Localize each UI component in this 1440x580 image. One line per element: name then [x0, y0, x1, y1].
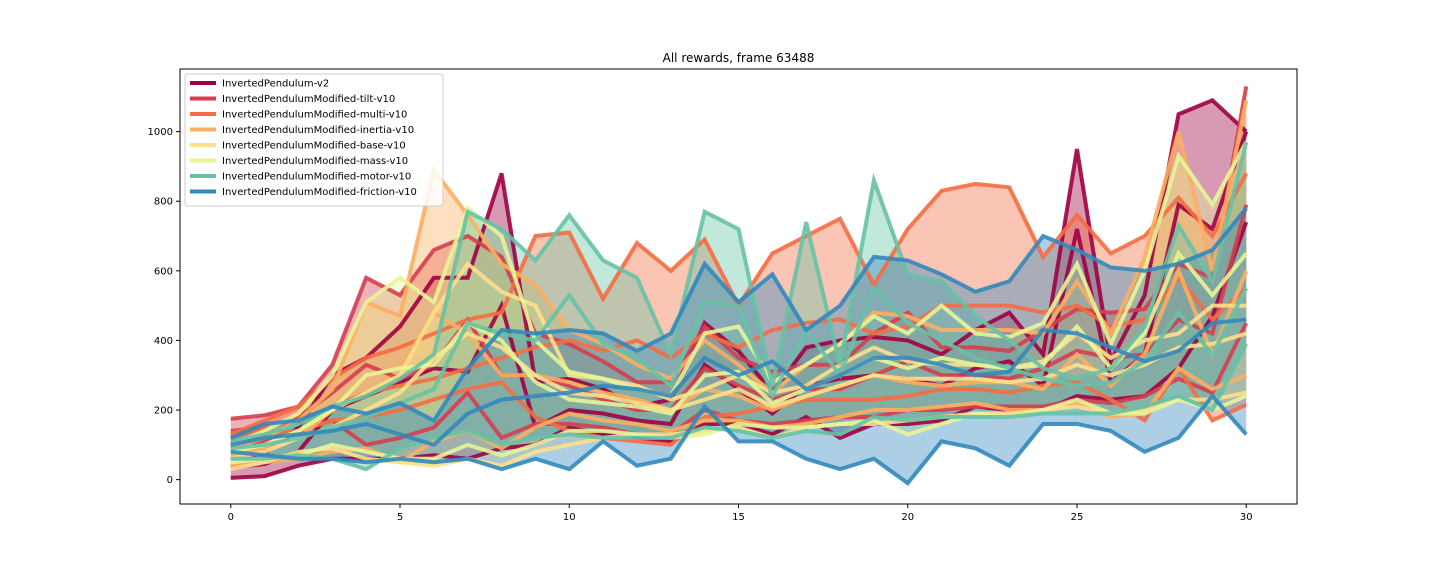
line-series-7-upper: [230, 206, 1248, 440]
line-series-2-mean: [230, 274, 1248, 440]
chart-title: All rewards, frame 63488: [663, 51, 815, 65]
x-tick-label: 5: [397, 512, 403, 523]
legend-label: InvertedPendulumModified-motor-v10: [222, 172, 411, 183]
line-series-4-mean: [230, 331, 1247, 461]
legend-label: InvertedPendulumModified-multi-v10: [222, 110, 407, 121]
line-series-1-upper: [230, 86, 1249, 421]
x-tick-label: 15: [732, 512, 745, 523]
series-line-layer: [230, 86, 1249, 486]
line-series-6-lower: [230, 343, 1249, 472]
legend-label: InvertedPendulum-v2: [222, 79, 329, 90]
line-series-5-mean: [230, 249, 1248, 454]
line-series-7-mean: [230, 317, 1247, 448]
line-series-3-upper: [230, 99, 1249, 451]
legend-box: [184, 73, 444, 207]
x-tick-label: 10: [563, 512, 576, 523]
y-tick-label: 0: [167, 475, 173, 486]
line-series-0-upper: [230, 97, 1248, 461]
x-tick-label: 30: [1240, 512, 1253, 523]
y-tick-label: 1000: [148, 127, 173, 138]
legend-label: InvertedPendulumModified-friction-v10: [222, 187, 417, 198]
y-axis: 0 200 400 600 800 1000: [148, 127, 180, 486]
line-series-2-lower: [230, 364, 1248, 447]
y-tick-label: 600: [154, 266, 173, 277]
legend-label: InvertedPendulumModified-mass-v10: [222, 156, 408, 167]
x-tick-label: 25: [1071, 512, 1084, 523]
y-tick-label: 400: [154, 336, 173, 347]
line-series-7-lower: [230, 393, 1248, 486]
line-series-5-upper: [230, 141, 1248, 447]
line-series-4-lower: [230, 390, 1247, 472]
legend-label: InvertedPendulumModified-tilt-v10: [222, 94, 395, 105]
x-tick-label: 20: [901, 512, 914, 523]
x-tick-label: 0: [228, 512, 234, 523]
y-tick-label: 200: [154, 406, 173, 417]
legend: InvertedPendulum-v2 InvertedPendulumModif…: [184, 73, 444, 207]
legend-label: InvertedPendulumModified-base-v10: [222, 141, 406, 152]
line-series-6-upper: [230, 141, 1249, 444]
y-tick-label: 800: [154, 197, 173, 208]
x-axis: 0 5 10 15 20 25 30: [228, 504, 1253, 523]
legend-label: InvertedPendulumModified-inertia-v10: [222, 125, 414, 136]
